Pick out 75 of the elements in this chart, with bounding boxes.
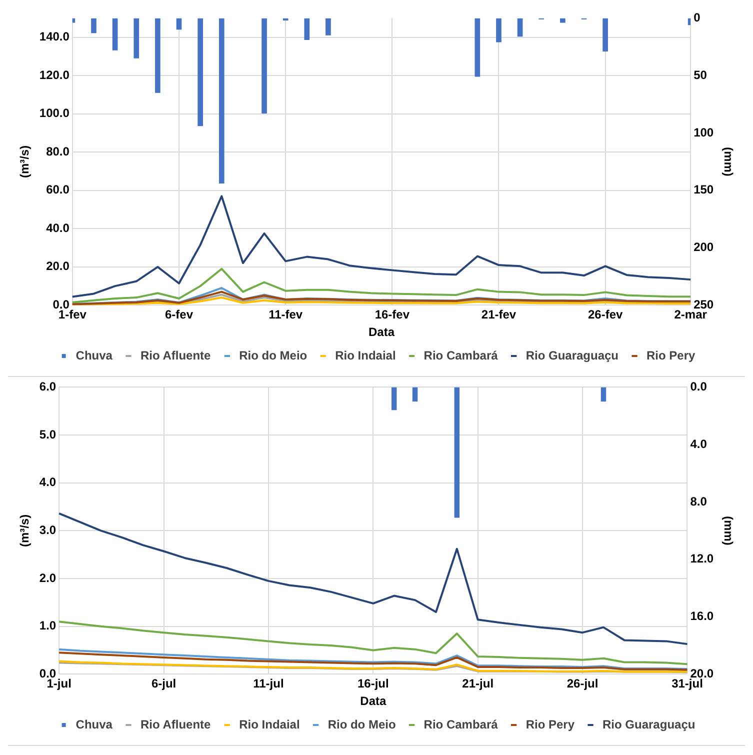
x-tick-label: 1-fev	[58, 308, 87, 322]
legend-label: Rio Cambará	[424, 717, 498, 732]
y-tick-label: 5.0	[39, 427, 56, 442]
y-axis-title: (m³/s)	[18, 514, 32, 548]
y2-tick-label: 100	[694, 125, 714, 140]
legend-label: Rio Guaraguaçu	[526, 348, 619, 362]
x-tick-label: 1-jul	[46, 676, 72, 691]
bar	[326, 18, 331, 36]
x-axis-title: Data	[368, 325, 395, 340]
y-axis-title: (m³/s)	[18, 145, 32, 178]
y2-axis-title: (mm)	[721, 516, 736, 546]
legend-label: Rio Pery	[526, 717, 575, 732]
legend-label: Rio Afluente	[140, 348, 212, 362]
bar	[91, 18, 96, 34]
bar	[262, 18, 267, 114]
y2-axis-title: (mm)	[721, 147, 736, 176]
y-tick-label: 120.0	[39, 68, 70, 82]
bar	[412, 387, 418, 402]
bar	[474, 18, 480, 77]
legend-label: Rio do Meio	[328, 717, 396, 732]
x-tick-label: 11-fev	[268, 308, 303, 322]
bar	[198, 18, 203, 126]
legend-label: Chuva	[76, 717, 113, 732]
x-axis-title: Data	[360, 694, 386, 708]
y-tick-label: 4.0	[39, 475, 56, 490]
y-tick-label: 1.0	[39, 618, 56, 633]
legend-label: Chuva	[76, 348, 113, 362]
y-tick-label: 40.0	[46, 220, 70, 235]
x-tick-label: 21-jul	[462, 676, 494, 691]
bar	[600, 387, 606, 402]
legend-label: Rio do Meio	[239, 348, 308, 362]
y2-tick-label: 150	[694, 182, 714, 197]
x-tick-label: 31-jul	[672, 676, 703, 691]
legend-label: Rio Pery	[646, 348, 696, 362]
y-tick-label: 60.0	[46, 182, 70, 197]
x-tick-label: 26-jul	[566, 676, 598, 691]
y2-tick-label: 0	[694, 10, 701, 25]
legend-label: Rio Indaial	[239, 717, 300, 732]
bar	[602, 18, 608, 52]
legend-label: Rio Afluente	[140, 717, 212, 732]
y2-tick-label: 8.0	[690, 494, 708, 508]
x-tick-label: 6-fev	[165, 308, 194, 322]
y-tick-label: 140.0	[39, 30, 70, 44]
y2-tick-label: 4.0	[690, 436, 708, 451]
y-tick-label: 100.0	[39, 106, 70, 120]
y-tick-label: 80.0	[46, 144, 70, 158]
x-tick-label: 16-jul	[357, 676, 389, 691]
bar	[454, 387, 460, 518]
x-tick-label: 6-jul	[151, 676, 176, 691]
bar	[176, 18, 182, 30]
bar	[112, 18, 118, 50]
bar	[496, 18, 502, 42]
bar	[304, 18, 310, 40]
x-tick-label: 21-fev	[481, 308, 516, 322]
y-tick-label: 20.0	[46, 259, 70, 274]
legend-label: Rio Cambará	[424, 348, 498, 362]
legend-label: Rio Guaraguaçu	[602, 717, 696, 732]
bar	[391, 387, 397, 410]
y2-tick-label: 12.0	[690, 552, 714, 566]
bar	[560, 18, 566, 23]
y-tick-label: 6.0	[39, 380, 56, 394]
y2-tick-label: 16.0	[690, 609, 714, 624]
x-tick-label: 11-jul	[253, 676, 284, 691]
y2-tick-label: 0.0	[690, 380, 708, 394]
bar	[155, 18, 160, 93]
bar	[218, 18, 224, 184]
x-tick-label: 16-fev	[374, 308, 410, 322]
bar	[134, 18, 140, 58]
legend-label: Rio Indaial	[335, 348, 396, 362]
y-tick-label: 3.0	[39, 523, 56, 538]
x-tick-label: 26-fev	[588, 308, 623, 322]
y2-tick-label: 200	[694, 240, 714, 254]
y-tick-label: 2.0	[39, 570, 56, 585]
bar	[517, 18, 523, 37]
y2-tick-label: 50	[694, 68, 708, 82]
